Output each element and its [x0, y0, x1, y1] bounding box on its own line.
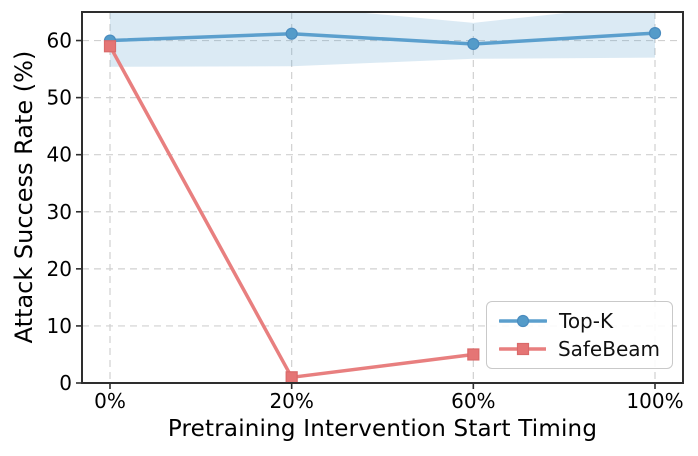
y-tick-label: 40	[47, 143, 72, 167]
x-tick-label: 20%	[269, 389, 313, 413]
y-tick-label: 0	[59, 371, 72, 395]
legend-square-marker-icon	[499, 342, 546, 356]
x-tick-label: 0%	[94, 389, 126, 413]
x-tick-label: 60%	[451, 389, 495, 413]
series-top-k-marker	[467, 37, 480, 51]
series-safebeam-marker	[285, 371, 298, 384]
y-axis-label: Attack Success Rate (%)	[10, 50, 38, 344]
series-top-k-marker	[285, 27, 298, 40]
series-safebeam-marker	[103, 40, 117, 53]
legend-label: SafeBeam	[557, 337, 660, 361]
legend-label: Top-K	[559, 309, 614, 333]
legend-item-safebeam: SafeBeam	[499, 337, 660, 361]
legend-circle-marker-icon	[499, 314, 547, 328]
series-top-k-marker	[648, 27, 662, 40]
y-tick-label: 60	[47, 29, 72, 53]
x-axis-label: Pretraining Intervention Start Timing	[167, 416, 598, 442]
series-safebeam-marker	[467, 348, 480, 361]
series-top-k-line	[108, 31, 657, 46]
plot-border	[81, 11, 684, 384]
y-tick-label: 30	[47, 200, 72, 224]
legend-item-top-k: Top-K	[499, 309, 660, 333]
y-tick-label: 50	[47, 86, 72, 110]
legend: Top-K SafeBeam	[486, 301, 673, 369]
x-tick-label: 100%	[626, 389, 683, 413]
y-tick-label: 20	[47, 257, 72, 281]
y-tick-label: 10	[47, 314, 72, 338]
